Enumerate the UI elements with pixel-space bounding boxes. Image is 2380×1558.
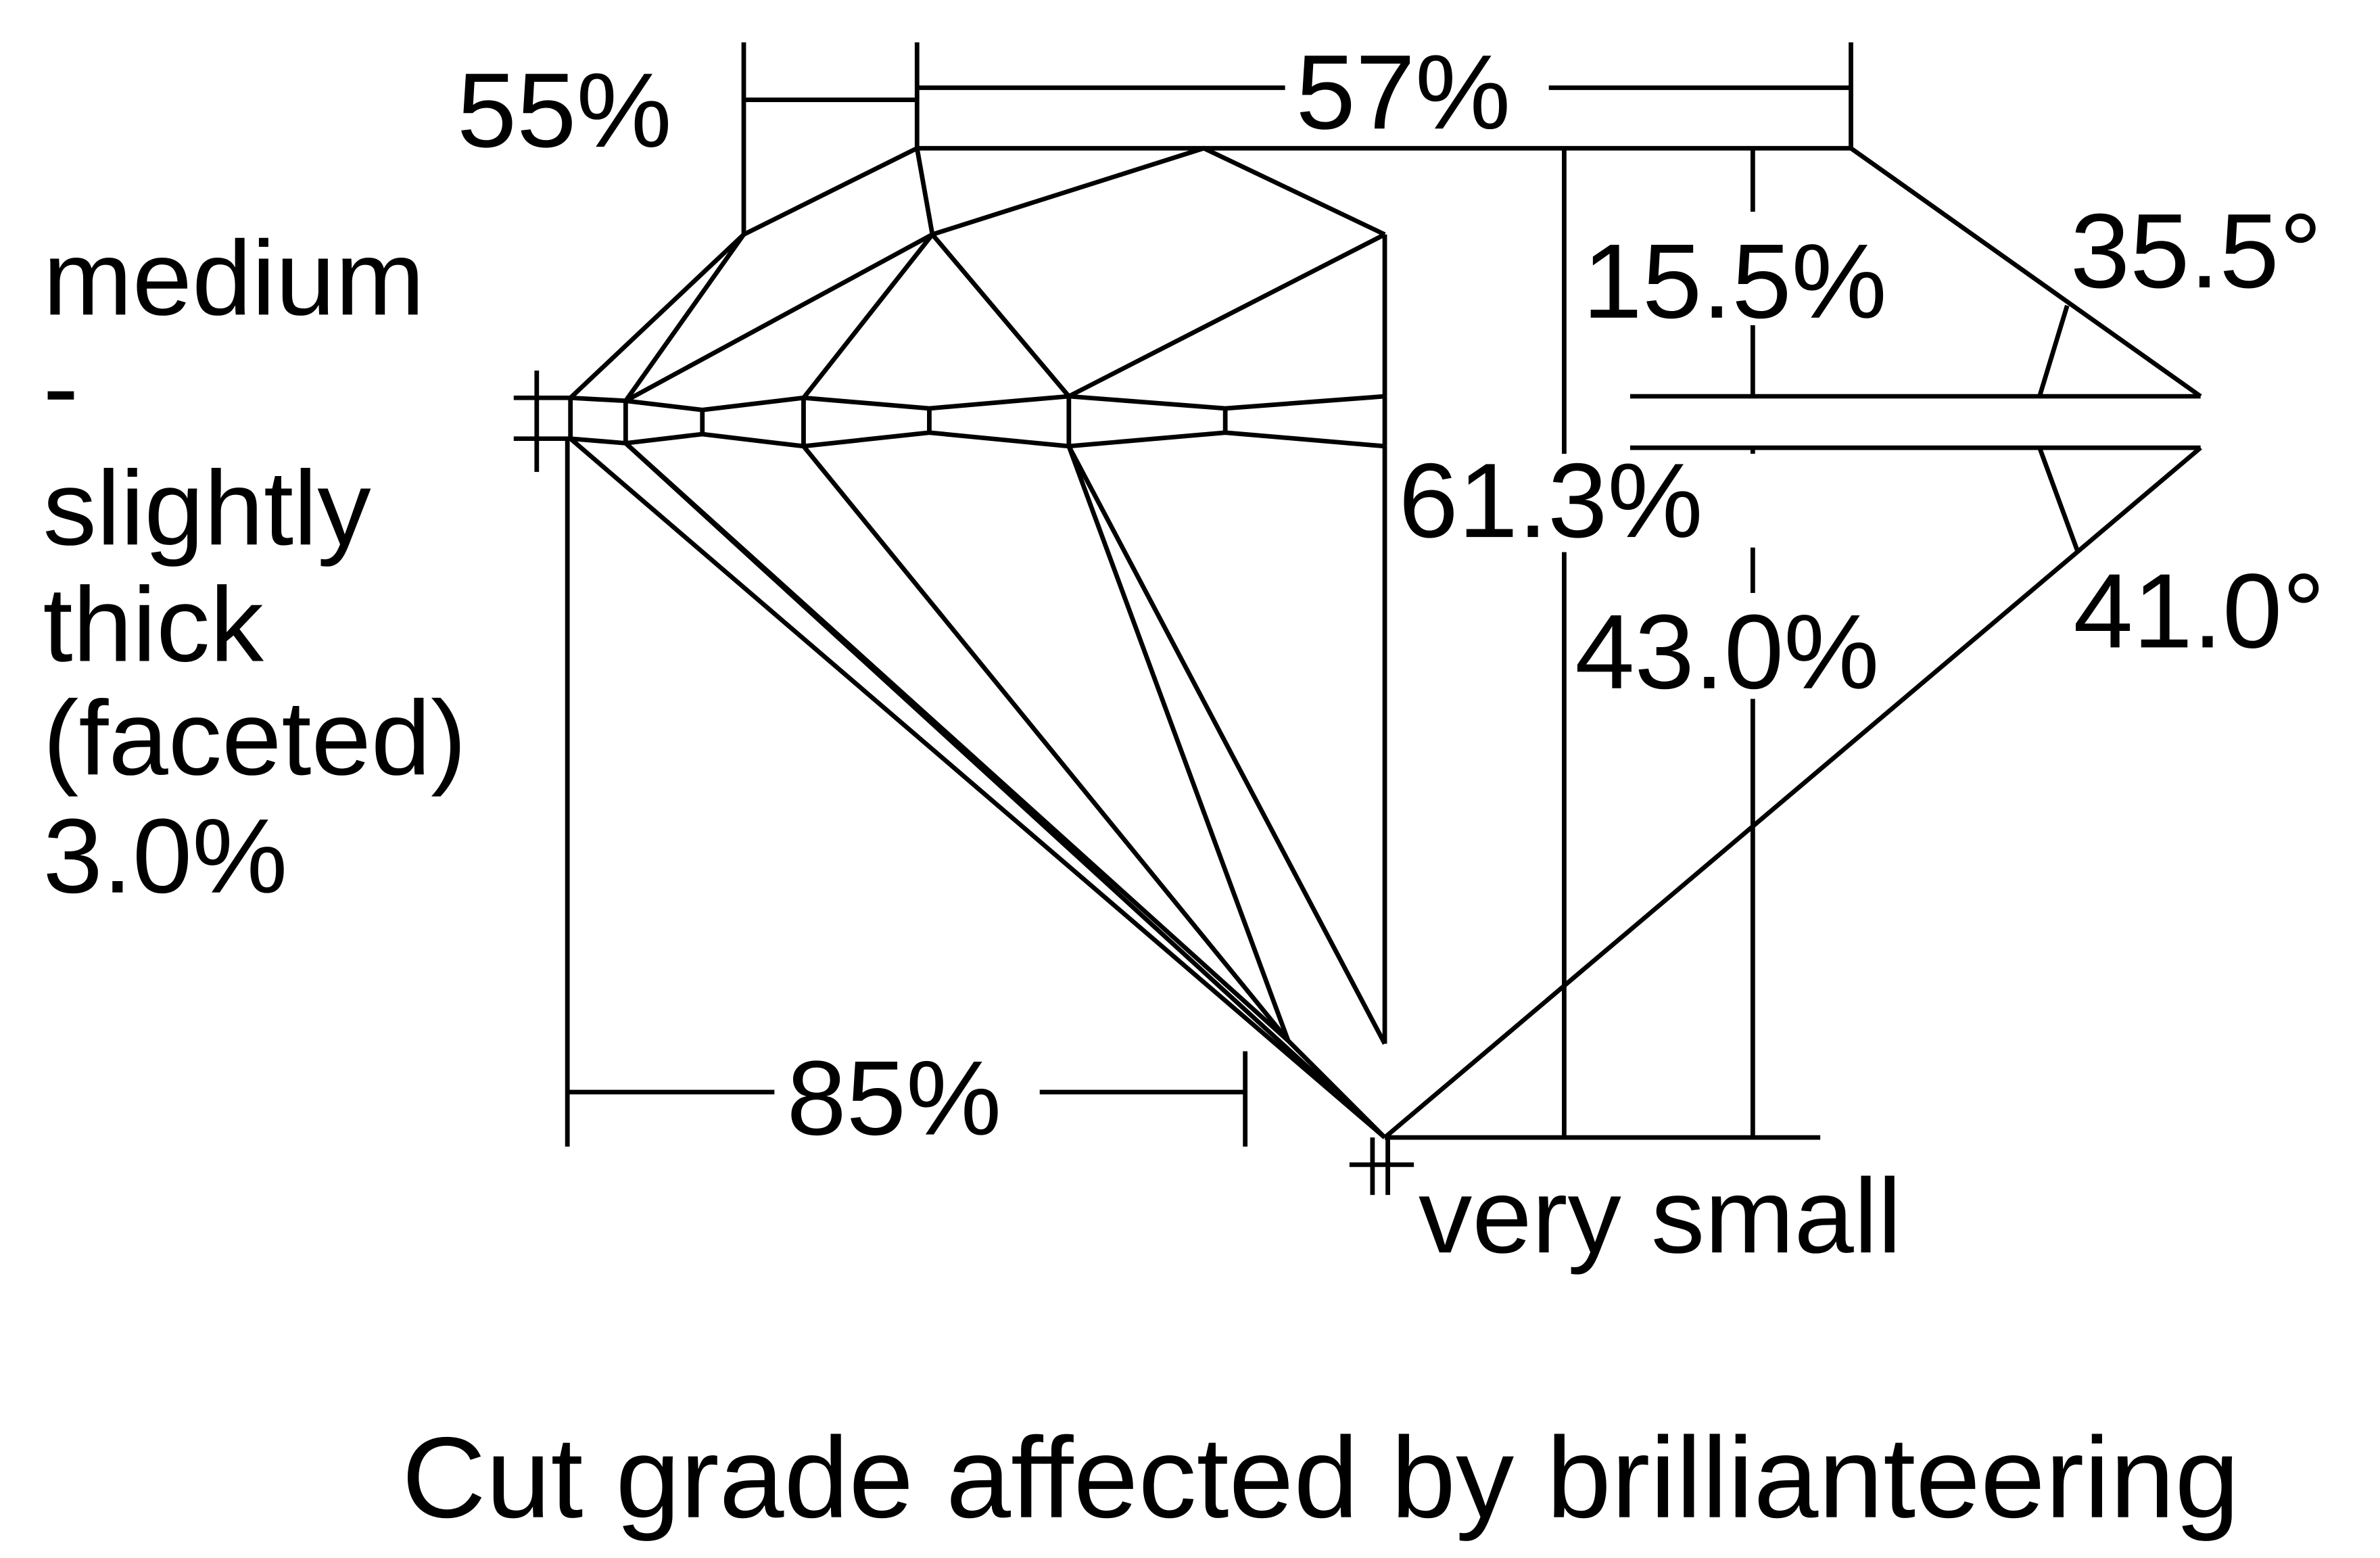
label: 57% (1295, 33, 1510, 151)
label: 3.0% (43, 797, 288, 916)
label: medium (43, 219, 425, 337)
label: - (43, 328, 79, 446)
label: 55% (457, 51, 672, 170)
label: 61.3% (1398, 442, 1703, 560)
label: (faceted) (43, 679, 467, 797)
label: 85% (787, 1039, 1002, 1158)
label: thick (43, 566, 265, 684)
diamond-outline (513, 42, 2202, 1196)
label: slightly (43, 449, 371, 567)
label: very small (1419, 1157, 1901, 1275)
label: 15.5% (1583, 222, 1887, 341)
label: 35.5° (2070, 192, 2322, 310)
label: 43.0% (1575, 593, 1879, 711)
label: 41.0° (2073, 552, 2325, 670)
caption: Cut grade affected by brillianteering (402, 1414, 2239, 1542)
